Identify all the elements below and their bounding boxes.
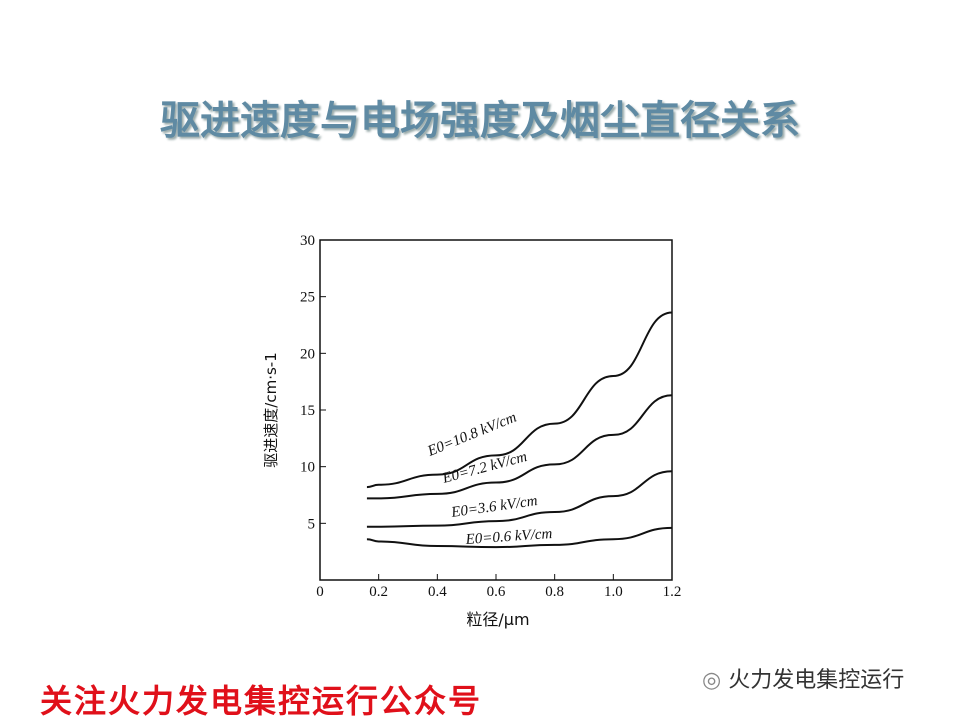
curve-label: E0=0.6 kV/cm <box>464 526 553 548</box>
x-tick-label: 0.2 <box>369 584 388 600</box>
footer-text: 关注火力发电集控运行公众号 <box>40 682 483 720</box>
x-tick-label: 0.8 <box>545 584 564 600</box>
x-tick-label: 0.4 <box>428 584 447 600</box>
x-tick-label: 1.0 <box>604 584 623 600</box>
y-tick-label: 20 <box>300 346 315 362</box>
curve-label: E0=7.2 kV/cm <box>440 449 529 487</box>
y-tick-label: 15 <box>300 403 315 419</box>
data-line <box>366 526 673 549</box>
y-tick-label: 25 <box>300 290 315 306</box>
x-tick-label: 1.2 <box>663 584 682 600</box>
slide-title: 驱进速度与电场强度及烟尘直径关系 <box>160 98 800 144</box>
data-line <box>366 394 673 500</box>
data-line <box>366 470 673 528</box>
watermark: ◎ 火力发电集控运行 <box>702 662 904 694</box>
watermark-text: 火力发电集控运行 <box>728 668 905 693</box>
y-tick-label: 5 <box>308 516 316 532</box>
y-axis-label: 驱进速度/cm·s-1 <box>262 352 280 467</box>
y-tick-label: 30 <box>300 233 315 249</box>
x-tick-label: 0.6 <box>487 584 506 600</box>
data-line <box>366 311 673 489</box>
curve-label: E0=10.8 kV/cm <box>425 409 519 460</box>
x-tick-label: 0 <box>316 584 324 600</box>
watermark-icon: ◎ <box>702 668 729 693</box>
x-axis-label: 粒径/μm <box>466 610 529 629</box>
y-tick-label: 10 <box>300 460 315 476</box>
